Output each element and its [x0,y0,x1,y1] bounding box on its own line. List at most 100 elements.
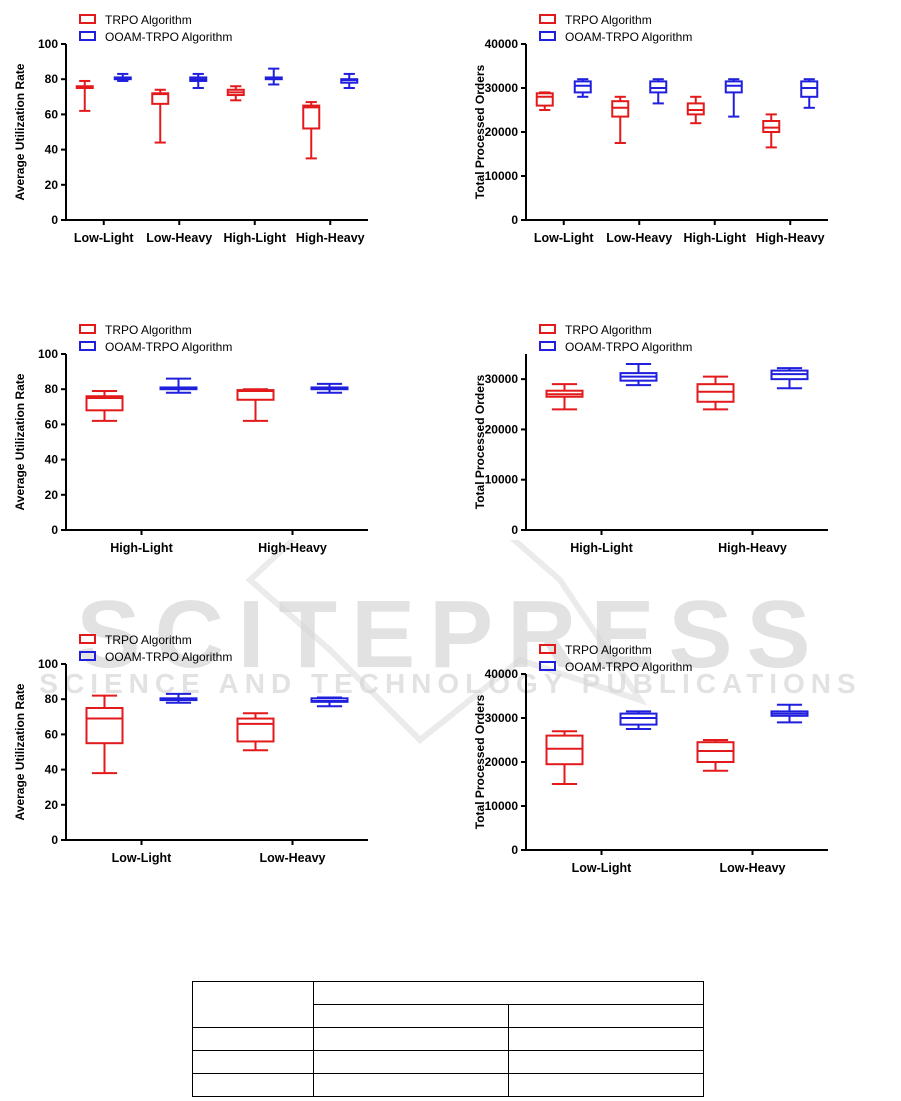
legend-label-ooam: OOAM-TRPO Algorithm [565,660,692,674]
x-tick-label: Low-Light [572,861,633,875]
y-tick-label: 0 [51,213,58,227]
y-tick-label: 20000 [485,755,519,769]
y-tick-label: 40 [45,143,59,157]
y-tick-label: 80 [45,72,59,86]
y-tick-label: 60 [45,417,59,431]
y-tick-label: 0 [51,833,58,847]
y-tick-label: 60 [45,107,59,121]
box-trpo [611,100,630,118]
y-tick-label: 20000 [485,125,519,139]
table-cell [192,1073,314,1097]
x-tick-label: High-Light [684,231,747,245]
legend-swatch-ooam [79,341,96,351]
y-tick-label: 80 [45,692,59,706]
orders-chart-high: TRPO Algorithm OOAM-TRPO Algorithm 0 10000 2… [460,310,870,610]
box-ooam [619,712,658,726]
legend-label-trpo: TRPO Algorithm [105,633,192,647]
box-trpo [696,741,735,763]
x-tick-label: Low-Heavy [720,861,786,875]
table-row [192,981,704,1028]
x-tick-label: Low-Light [534,231,595,245]
x-tick-label: High-Heavy [258,541,327,555]
y-tick-label: 40 [45,763,59,777]
y-tick-label: 30000 [485,372,519,386]
legend-swatch-ooam [79,31,96,41]
legend-swatch-ooam [539,31,556,41]
y-tick-label: 80 [45,382,59,396]
box-trpo [236,717,275,743]
y-tick-label: 10000 [485,169,519,183]
chart-svg: TRPO Algorithm OOAM-TRPO Algorithm 0 20 40 60… [13,633,368,865]
legend-swatch-trpo [79,14,96,24]
box-trpo [696,383,735,403]
table-cell [313,1050,509,1074]
table-row [192,1050,704,1074]
y-tick-label: 0 [511,213,518,227]
x-tick-label: High-Heavy [756,231,825,245]
y-tick-label: 100 [38,347,58,361]
y-tick-label: 20000 [485,422,519,436]
table-row [192,1073,704,1097]
box-trpo [85,395,124,412]
table-cell [508,1050,704,1074]
legend-swatch-trpo [539,324,556,334]
legend-swatch-trpo [539,644,556,654]
legend-label-trpo: TRPO Algorithm [105,323,192,337]
legend-label-ooam: OOAM-TRPO Algorithm [105,650,232,664]
box-trpo [545,734,584,766]
legend-swatch-trpo [79,324,96,334]
orders-chart-all: TRPO Algorithm OOAM-TRPO Algorithm 0 10000 2… [460,0,870,300]
legend-swatch-ooam [539,341,556,351]
table-cell [313,1027,509,1051]
table-cell [192,981,314,1028]
x-tick-label: Low-Light [112,851,173,865]
y-tick-label: 100 [38,657,58,671]
y-tick-label: 40000 [485,37,519,51]
y-tick-label: 20 [45,798,59,812]
x-tick-label: High-Heavy [296,231,365,245]
y-tick-label: 40000 [485,667,519,681]
table-cell [508,1027,704,1051]
utilization-chart-low: TRPO Algorithm OOAM-TRPO Algorithm 0 20 40 60… [0,620,410,920]
table-row [192,1027,704,1051]
table-cell [508,1073,704,1097]
box-ooam [724,80,743,94]
x-tick-label: Low-Heavy [260,851,326,865]
legend-label-trpo: TRPO Algorithm [565,643,652,657]
box-ooam [649,80,668,94]
x-tick-label: High-Light [224,231,287,245]
chart-svg: TRPO Algorithm OOAM-TRPO Algorithm 0 20 40 60… [13,323,368,555]
y-axis-label: Total Processed Orders [473,374,487,509]
y-axis-label: Average Utilization Rate [13,373,27,510]
chart-svg: TRPO Algorithm OOAM-TRPO Algorithm 0 20 40 60… [13,13,368,245]
y-axis-label: Average Utilization Rate [13,63,27,200]
utilization-chart-all: TRPO Algorithm OOAM-TRPO Algorithm 0 20 40 60… [0,0,410,300]
y-axis-label: Average Utilization Rate [13,683,27,820]
table-cell [313,1004,509,1028]
legend-swatch-ooam [539,661,556,671]
y-tick-label: 20 [45,178,59,192]
empty-table [192,981,704,1097]
box-trpo [762,120,781,133]
x-tick-label: Low-Heavy [606,231,672,245]
y-tick-label: 60 [45,727,59,741]
x-tick-label: High-Light [110,541,173,555]
box-ooam [573,80,592,94]
box-ooam [800,80,819,98]
y-tick-label: 20 [45,488,59,502]
table-cell [313,981,704,1005]
y-tick-label: 100 [38,37,58,51]
x-tick-label: Low-Heavy [146,231,212,245]
legend-label-trpo: TRPO Algorithm [105,13,192,27]
box-trpo [535,92,554,107]
legend-swatch-trpo [539,14,556,24]
legend-label-ooam: OOAM-TRPO Algorithm [105,340,232,354]
table-cell [508,1004,704,1028]
y-tick-label: 0 [511,523,518,537]
legend-swatch-ooam [79,651,96,661]
x-tick-label: High-Light [570,541,633,555]
legend-swatch-trpo [79,634,96,644]
legend-label-ooam: OOAM-TRPO Algorithm [565,340,692,354]
y-tick-label: 0 [51,523,58,537]
table-cell [192,1027,314,1051]
